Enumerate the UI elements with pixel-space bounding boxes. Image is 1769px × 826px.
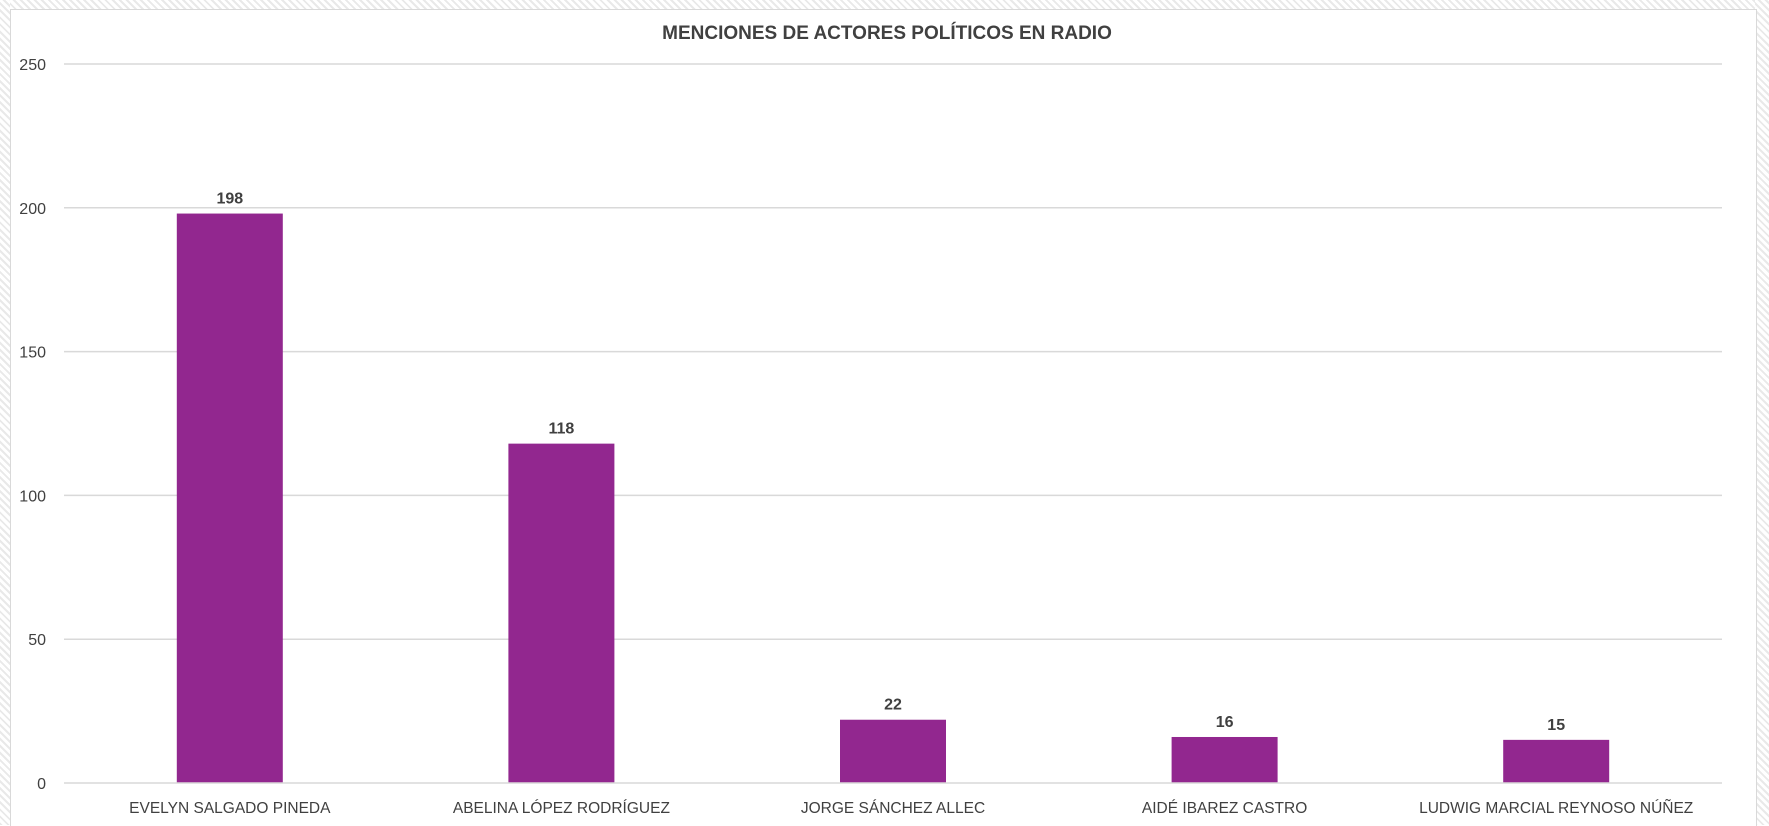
bars <box>176 213 1610 783</box>
x-tick-label: EVELYN SALGADO PINEDA <box>129 800 331 817</box>
data-label: 198 <box>216 191 243 208</box>
x-tick-label: AIDÉ IBAREZ CASTRO <box>1142 800 1307 817</box>
bar <box>508 443 615 783</box>
data-labels: 198 118 22 16 15 <box>216 191 1565 734</box>
chart-edge-top <box>0 0 1769 9</box>
bar <box>1171 736 1278 783</box>
data-label: 15 <box>1547 717 1565 734</box>
data-label: 118 <box>548 421 574 438</box>
x-tick-label: ABELINA LÓPEZ RODRÍGUEZ <box>453 800 670 817</box>
data-label: 22 <box>884 697 902 714</box>
x-axis-labels: EVELYN SALGADO PINEDA ABELINA LÓPEZ RODRÍ… <box>129 800 1693 817</box>
data-label: 16 <box>1216 714 1234 731</box>
chart-edge-left <box>0 0 10 825</box>
y-axis-ticks: 0 50 100 150 200 250 <box>19 57 46 793</box>
chart-title: MENCIONES DE ACTORES POLÍTICOS EN RADIO <box>662 22 1112 44</box>
y-tick-label: 150 <box>19 345 46 362</box>
chart-area <box>10 9 1757 826</box>
x-tick-label: LUDWIG MARCIAL REYNOSO NÚÑEZ <box>1419 800 1693 817</box>
chart-edge-right <box>1755 0 1769 825</box>
bar <box>840 719 946 783</box>
y-tick-label: 250 <box>19 57 46 74</box>
y-tick-label: 0 <box>37 776 46 793</box>
bar <box>176 213 283 783</box>
x-tick-label: JORGE SÁNCHEZ ALLEC <box>801 800 985 817</box>
y-tick-label: 50 <box>28 632 46 649</box>
gridlines <box>64 63 1722 640</box>
y-tick-label: 200 <box>19 201 46 218</box>
y-tick-label: 100 <box>19 488 46 505</box>
bar <box>1503 739 1610 783</box>
